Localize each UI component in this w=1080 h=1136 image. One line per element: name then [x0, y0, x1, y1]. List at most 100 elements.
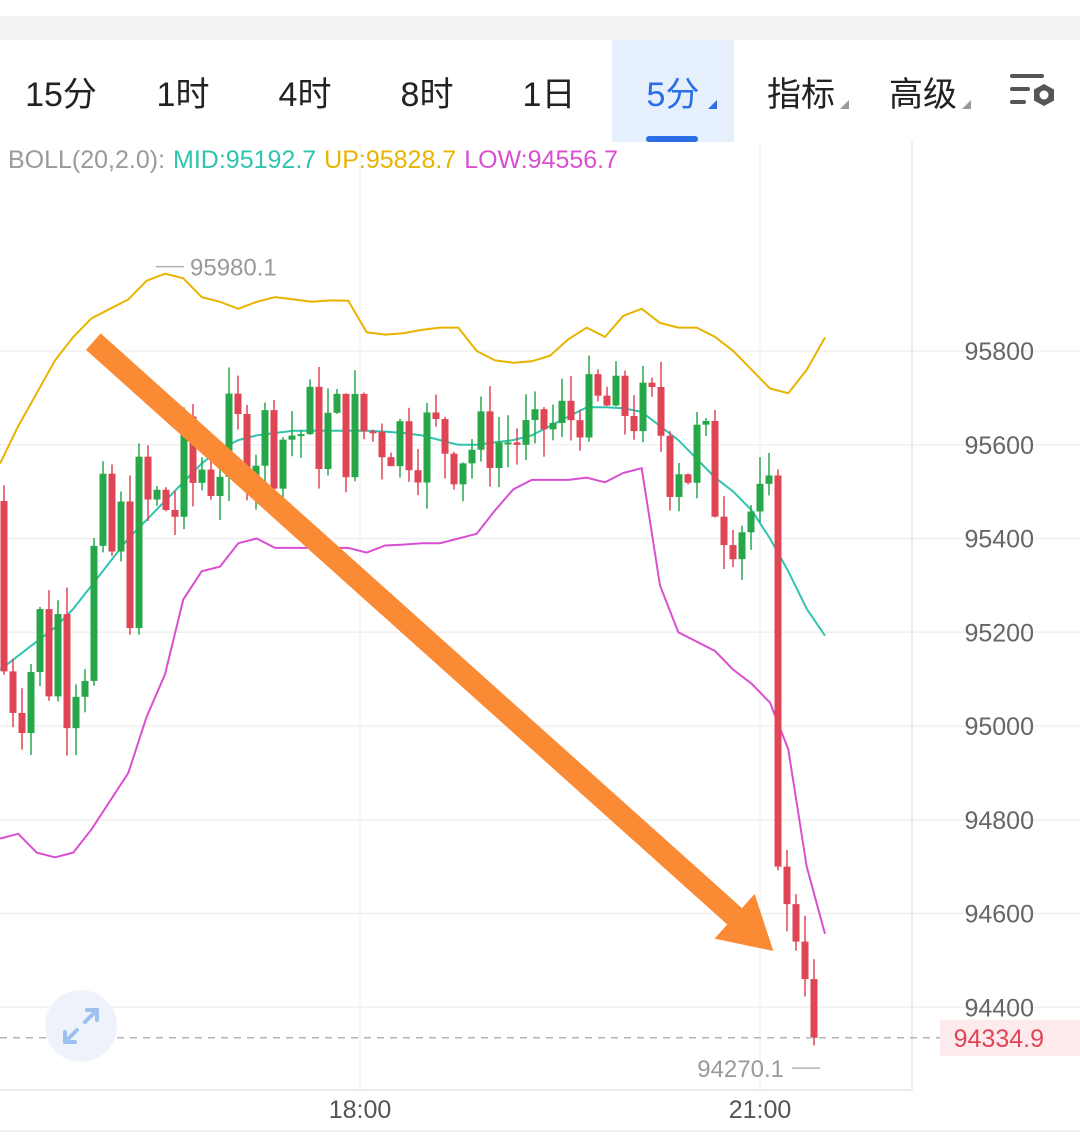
candle-body — [459, 463, 467, 485]
candle-body — [450, 453, 458, 485]
candle-body — [90, 545, 98, 681]
tab-label: 指标 — [767, 75, 835, 114]
candle-body — [270, 410, 278, 489]
tab-label: 5分 — [646, 75, 700, 114]
candle-body — [585, 374, 593, 438]
candle-body — [189, 416, 197, 483]
price-tick-label: 95800 — [964, 338, 1034, 366]
candle-body — [630, 416, 638, 432]
candle-body — [684, 474, 692, 483]
tab-4h[interactable]: 4时 — [244, 40, 366, 142]
candle-body — [792, 904, 800, 942]
candle-body — [162, 489, 170, 510]
tab-1d[interactable]: 1日 — [488, 40, 610, 142]
tab-5m[interactable]: 5分 — [612, 40, 734, 142]
candle-body — [441, 419, 449, 454]
dropdown-triangle-icon — [708, 100, 717, 109]
candle-body — [324, 412, 332, 469]
expand-button[interactable] — [45, 990, 117, 1062]
price-tick-label: 94600 — [964, 901, 1034, 929]
tab-8h[interactable]: 8时 — [366, 40, 488, 142]
candle-body — [396, 421, 404, 467]
candle-body — [297, 434, 305, 437]
tab-label: 1时 — [156, 75, 210, 114]
boll-low: LOW:94556.7 — [464, 146, 619, 174]
time-label: 21:00 — [728, 1096, 792, 1124]
top-bar-strip — [0, 16, 1080, 40]
candle-body — [261, 410, 269, 466]
tab-label: 高级 — [889, 75, 957, 114]
chart-settings-button[interactable] — [994, 40, 1074, 142]
trend-arrow — [85, 333, 774, 951]
dropdown-triangle-icon — [962, 100, 971, 109]
tab-indicators[interactable]: 指标 — [740, 40, 862, 142]
candle-body — [729, 545, 737, 560]
candle-body — [117, 501, 125, 552]
candle-body — [225, 393, 233, 477]
chart-settings-icon — [1010, 74, 1054, 106]
tab-15m[interactable]: 15分 — [0, 40, 122, 142]
price-tick-label: 94800 — [964, 807, 1034, 835]
boll-name: BOLL(20,2.0): — [8, 146, 166, 174]
candle-body — [9, 671, 17, 713]
candle-body — [108, 473, 116, 552]
candle-body — [234, 393, 242, 414]
tab-label: 4时 — [278, 75, 332, 114]
candle-body — [675, 474, 683, 497]
time-label: 18:00 — [328, 1096, 392, 1124]
candle-body — [288, 435, 296, 440]
candle-body — [144, 456, 152, 500]
candle-body — [621, 375, 629, 417]
candle-body — [513, 442, 521, 445]
trend-arrow-shaft — [85, 333, 742, 925]
candle-body — [567, 400, 575, 421]
candle-body — [702, 421, 710, 425]
candle-body — [522, 420, 530, 445]
tab-label: 1日 — [522, 75, 576, 114]
boll-low-line — [0, 466, 826, 935]
candle-body — [0, 501, 8, 672]
tab-advanced[interactable]: 高级 — [862, 40, 984, 142]
candle-body — [504, 442, 512, 445]
candle-body — [648, 382, 656, 387]
candle-body — [405, 421, 413, 471]
candle-body — [306, 386, 314, 435]
candle-body — [27, 672, 35, 734]
boll-mid: MID:95192.7 — [173, 146, 317, 174]
candle-body — [549, 422, 557, 430]
candle-body — [657, 386, 665, 436]
price-tick-label: 95600 — [964, 432, 1034, 460]
candle-body — [207, 469, 215, 496]
candles — [0, 355, 818, 1046]
candle-body — [153, 489, 161, 500]
candle-body — [783, 866, 791, 905]
candle-body — [531, 409, 539, 421]
low-marker-label: 94270.1 — [697, 1056, 784, 1083]
tab-1h[interactable]: 1时 — [122, 40, 244, 142]
last-price-badge — [940, 1019, 1080, 1056]
candle-body — [495, 442, 503, 469]
candle-body — [54, 614, 62, 697]
candlestick-chart[interactable]: 95980.1 94270.1 94334.9 95800 95600 95400 952… — [0, 142, 1080, 1092]
candle-body — [801, 941, 809, 980]
candle-body — [387, 457, 395, 467]
candle-body — [351, 393, 359, 478]
candle-body — [747, 511, 755, 533]
tab-label: 8时 — [400, 75, 454, 114]
candle-body — [171, 509, 179, 517]
candle-body — [360, 393, 368, 432]
dropdown-triangle-icon — [840, 100, 849, 109]
price-tick-label: 94400 — [964, 994, 1034, 1022]
candle-body — [18, 712, 26, 734]
candle-body — [216, 476, 224, 496]
expand-arrows-icon — [63, 1008, 99, 1044]
candle-body — [603, 395, 611, 406]
candle-body — [99, 473, 107, 546]
candle-body — [333, 393, 341, 413]
trend-arrow-head — [714, 893, 774, 951]
candle-body — [36, 609, 44, 673]
candle-body — [369, 431, 377, 434]
price-axis: 95800 95600 95400 95200 95000 94800 94600 94400 — [964, 338, 1034, 1022]
candle-body — [72, 696, 80, 729]
price-tick-label: 95000 — [964, 713, 1034, 741]
